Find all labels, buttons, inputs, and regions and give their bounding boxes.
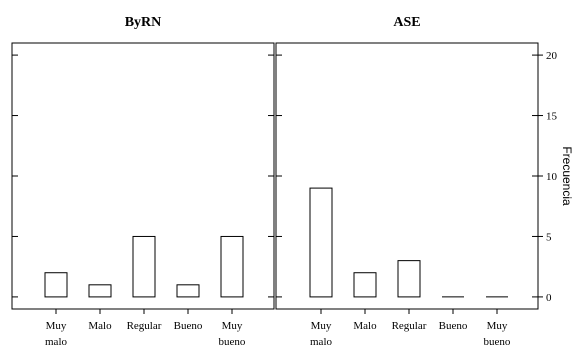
category-label: Regular	[392, 320, 427, 332]
category-label: Bueno	[439, 320, 468, 332]
category-label: malo	[45, 336, 67, 348]
panels-layer: ByRN Muy malo Malo Regular Bueno Muy bueno ASE Mu…	[11, 15, 539, 348]
bar	[132, 235, 156, 298]
category-label: Malo	[353, 320, 377, 332]
panel-2: ASE Muy malo Malo Regular Bueno Muy bueno	[275, 15, 539, 348]
panel-title: ByRN	[125, 15, 162, 30]
category-label: malo	[310, 336, 332, 348]
category-label: Muy	[46, 320, 67, 332]
y-axis-label: Frecuencia	[560, 146, 574, 206]
panel-title: ASE	[393, 15, 420, 30]
bar	[44, 272, 68, 298]
y-tick-label: 10	[546, 171, 558, 183]
category-label: Muy	[222, 320, 243, 332]
y-tick-label: 20	[546, 50, 558, 62]
panel-1: ByRN Muy malo Malo Regular Bueno Muy bueno	[11, 15, 275, 348]
y-tick-label: 0	[546, 292, 552, 304]
category-label: Muy	[487, 320, 508, 332]
category-label: Regular	[127, 320, 162, 332]
category-label: bueno	[219, 336, 246, 348]
bar	[309, 187, 333, 298]
y-tick-label: 5	[546, 231, 552, 243]
category-label: Bueno	[174, 320, 203, 332]
category-label: Muy	[311, 320, 332, 332]
bar	[353, 272, 377, 298]
category-label: Malo	[88, 320, 112, 332]
bar	[397, 260, 421, 298]
y-axis: 0 5 10 15 20	[538, 50, 558, 304]
y-tick-label: 15	[546, 111, 558, 123]
category-label: bueno	[484, 336, 511, 348]
bar	[88, 284, 112, 298]
bar	[176, 284, 200, 298]
bar	[220, 235, 244, 298]
